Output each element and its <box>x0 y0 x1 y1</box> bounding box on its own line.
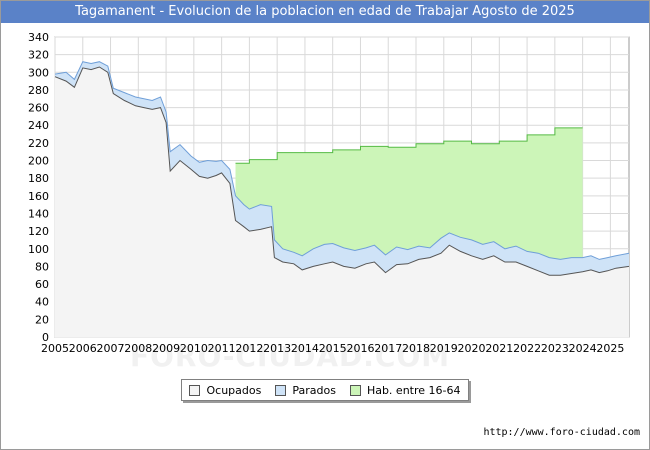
y-tick-label: 100 <box>28 243 49 256</box>
x-tick-label: 2010 <box>180 342 208 355</box>
x-tick-label: 2007 <box>97 342 125 355</box>
legend-label-parados: Parados <box>292 383 336 397</box>
y-tick-label: 80 <box>35 260 49 273</box>
series-area-ocupados <box>55 67 629 337</box>
x-tick-label: 2014 <box>291 342 319 355</box>
x-tick-label: 2009 <box>152 342 180 355</box>
x-tick-label: 2006 <box>69 342 97 355</box>
legend-swatch-parados <box>275 384 287 396</box>
x-tick-label: 2005 <box>41 342 69 355</box>
x-tick-label: 2013 <box>263 342 291 355</box>
y-tick-label: 220 <box>28 137 49 150</box>
y-tick-label: 60 <box>35 278 49 291</box>
legend-swatch-ocupados <box>189 384 201 396</box>
y-tick-label: 200 <box>28 155 49 168</box>
y-tick-label: 40 <box>35 296 49 309</box>
chart-title: Tagamanent - Evolucion de la poblacion e… <box>1 1 649 23</box>
x-tick-label: 2019 <box>430 342 458 355</box>
y-tick-label: 20 <box>35 313 49 326</box>
y-tick-label: 120 <box>28 225 49 238</box>
y-tick-label: 0 <box>42 331 49 344</box>
y-tick-label: 340 <box>28 31 49 44</box>
series-line-hab <box>235 127 583 164</box>
area-layer <box>54 61 630 338</box>
y-tick-label: 180 <box>28 172 49 185</box>
y-tick-label: 160 <box>28 190 49 203</box>
x-tick-label: 2022 <box>513 342 541 355</box>
x-tick-label: 2016 <box>346 342 374 355</box>
legend-label-ocupados: Ocupados <box>206 383 262 397</box>
legend-item-ocupados: Ocupados <box>189 384 261 397</box>
x-tick-label: 2015 <box>319 342 347 355</box>
x-tick-label: 2008 <box>124 342 152 355</box>
x-tick-label: 2017 <box>374 342 402 355</box>
y-tick-label: 320 <box>28 49 49 62</box>
series-line-parados <box>54 61 630 260</box>
series-line-ocupados <box>54 66 630 276</box>
legend-label-hab: Hab. entre 16-64 <box>366 383 461 397</box>
y-axis: 0 20 40 60 80 100 120 140 160 180 200 220 240 260 280 3… <box>28 31 49 344</box>
x-tick-label: 2024 <box>569 342 597 355</box>
x-axis: 2005 2006 2007 2008 2009 2010 2011 2012 2013 2014… <box>41 342 624 355</box>
source-link[interactable]: http://www.foro-ciudad.com <box>483 427 640 438</box>
y-tick-label: 140 <box>28 207 49 220</box>
legend-swatch-hab <box>349 384 361 396</box>
legend-item-hab: Hab. entre 16-64 <box>349 383 461 397</box>
chart-legend: Ocupados Parados Hab. entre 16-64 <box>181 379 469 401</box>
y-tick-label: 260 <box>28 102 49 115</box>
x-tick-label: 2025 <box>596 342 624 355</box>
watermark: FORO-CIUDAD.COM <box>130 340 451 373</box>
y-tick-label: 280 <box>28 84 49 97</box>
x-tick-label: 2011 <box>208 342 236 355</box>
y-tick-label: 300 <box>28 66 49 79</box>
x-tick-label: 2012 <box>235 342 263 355</box>
y-tick-label: 240 <box>28 119 49 132</box>
legend-item-parados: Parados <box>275 384 336 397</box>
x-tick-label: 2021 <box>485 342 513 355</box>
x-tick-label: 2020 <box>458 342 486 355</box>
x-tick-label: 2018 <box>402 342 430 355</box>
x-tick-label: 2023 <box>541 342 569 355</box>
